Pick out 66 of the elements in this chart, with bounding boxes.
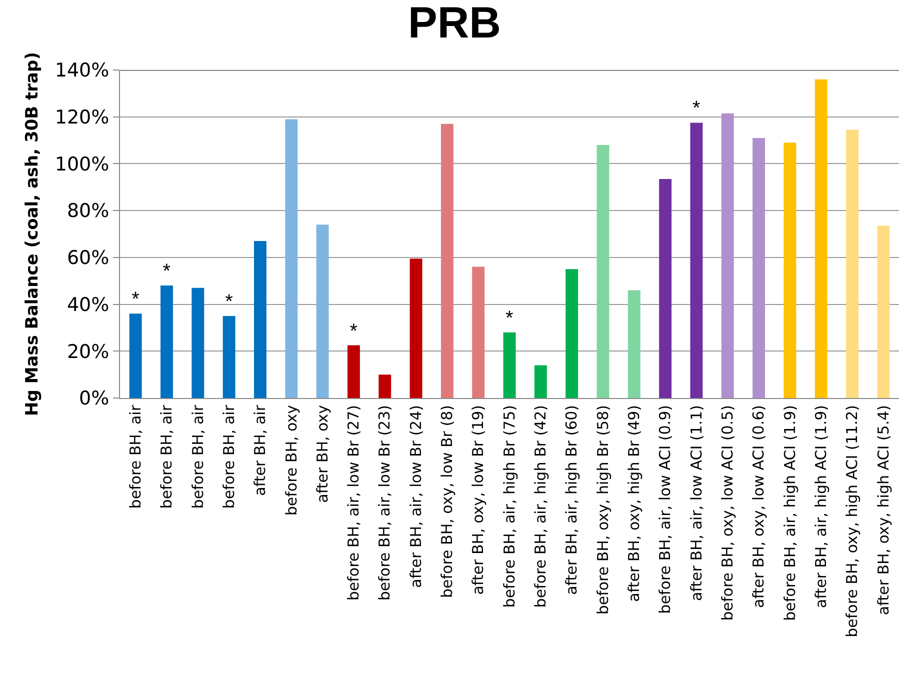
bar xyxy=(378,374,392,398)
x-tick-label: after BH, oxy, high Br (49) xyxy=(625,405,644,602)
x-tick-label: before BH, air xyxy=(126,404,144,509)
y-tick-label: 40% xyxy=(66,294,110,316)
bar xyxy=(222,316,236,398)
bar xyxy=(410,258,422,398)
x-tick-label: after BH, oxy, low Br (19) xyxy=(469,405,488,595)
bar xyxy=(784,142,796,398)
x-tick-label: after BH, air xyxy=(251,404,270,496)
bar xyxy=(690,122,703,398)
y-tick-label: 140% xyxy=(54,60,110,82)
bar xyxy=(192,288,204,398)
x-tick-label: after BH, oxy xyxy=(313,404,332,503)
x-tick-label: before BH, oxy, low Br (8) xyxy=(438,405,456,598)
x-tick-label: before BH, air, low ACI (0.9) xyxy=(656,405,674,614)
bar xyxy=(877,226,890,398)
bar xyxy=(628,290,640,398)
bar xyxy=(285,119,298,398)
x-tick-label: before BH, air, low Br (23) xyxy=(376,405,394,601)
x-tick-label: before BH, air xyxy=(188,404,207,509)
bar xyxy=(254,241,266,398)
x-tick-label: after BH, air, low ACI (1.1) xyxy=(687,405,706,602)
y-tick-label: 100% xyxy=(54,153,110,176)
x-tick-label: before BH, air xyxy=(220,404,238,509)
x-tick-label: after BH, air, high ACI (1.9) xyxy=(812,405,830,608)
bar xyxy=(472,266,485,398)
data-label: * xyxy=(132,288,140,311)
bar xyxy=(440,124,454,398)
y-tick-label: 20% xyxy=(66,340,110,363)
x-tick-label: before BH, air, low Br (27) xyxy=(344,405,363,601)
x-tick-label: before BH, oxy, low ACI (0.5) xyxy=(718,405,736,621)
bar xyxy=(721,113,734,398)
bar xyxy=(752,138,766,398)
bar xyxy=(129,314,142,398)
x-tick-label: before BH, oxy xyxy=(282,404,300,516)
data-label: * xyxy=(506,307,514,330)
x-tick-label: after BH, air, low Br (24) xyxy=(406,405,425,588)
x-tick-label: after BH, oxy, low ACI (0.6) xyxy=(750,405,768,608)
y-tick-label: 120% xyxy=(54,106,110,129)
data-label: * xyxy=(350,320,358,342)
x-tick-label: after BH, oxy, high ACI (5.4) xyxy=(874,405,892,616)
data-label: * xyxy=(225,291,234,313)
bar xyxy=(596,144,610,398)
y-tick-label: 0% xyxy=(79,388,110,410)
data-label: * xyxy=(692,98,700,120)
x-tick-label: after BH, air, high Br (60) xyxy=(562,405,581,595)
x-tick-label: before BH, oxy, high Br (58) xyxy=(594,405,612,615)
bar xyxy=(316,224,329,398)
bar xyxy=(347,345,360,398)
bar xyxy=(566,269,578,398)
bar xyxy=(846,130,858,398)
bar xyxy=(503,332,516,398)
x-tick-label: before BH, air, high Br (75) xyxy=(500,405,518,608)
y-tick-label: 60% xyxy=(66,247,110,270)
bar xyxy=(659,178,672,398)
x-tick-label: before BH, oxy, high ACI (11.2) xyxy=(843,405,862,638)
chart-title: PRB xyxy=(408,0,501,48)
data-label: * xyxy=(162,260,171,283)
bar xyxy=(534,365,547,398)
y-tick-label: 80% xyxy=(66,200,110,222)
x-tick-label: before BH, air, high ACI (1.9) xyxy=(780,405,799,621)
x-tick-label: before BH, air, high Br (42) xyxy=(532,405,550,608)
bar xyxy=(160,286,173,398)
bar xyxy=(814,79,828,398)
x-tick-label: before BH, air xyxy=(158,404,176,509)
y-axis-title: Hg Mass Balance (coal, ash, 30B trap) xyxy=(22,52,42,416)
